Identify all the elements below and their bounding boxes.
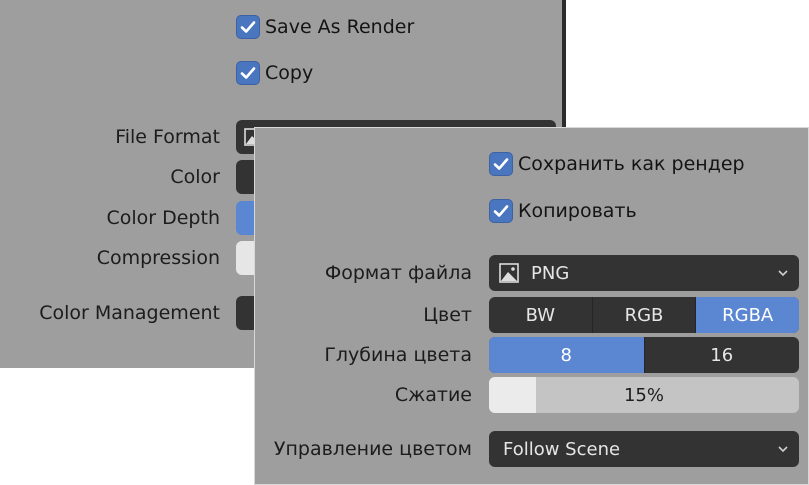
save-as-render-label: Сохранить как рендер <box>518 153 745 175</box>
copy-label: Copy <box>265 62 314 84</box>
checkmark-icon <box>493 205 509 217</box>
compression-label: Сжатие <box>394 384 472 406</box>
checkbox-checked[interactable] <box>236 15 260 39</box>
checkmark-icon <box>493 158 509 170</box>
chevron-down-icon <box>778 446 788 453</box>
color-depth-label: Глубина цвета <box>324 344 472 366</box>
checkbox-checked[interactable] <box>236 61 260 85</box>
properties-panel-russian: Сохранить как рендер Копировать Формат ф… <box>254 127 809 485</box>
chevron-down-icon <box>778 270 788 277</box>
checkbox-checked[interactable] <box>489 199 513 223</box>
copy-label: Копировать <box>518 200 637 222</box>
compression-slider-fill <box>489 377 536 413</box>
color-depth-option-16[interactable]: 16 <box>710 344 734 366</box>
color-label: Цвет <box>423 304 472 326</box>
checkmark-icon <box>240 21 256 33</box>
color-option-rgb[interactable]: RGB <box>593 297 697 333</box>
compression-value: 15% <box>623 384 664 406</box>
file-format-label: File Format <box>115 126 220 148</box>
color-mode-selector: BW RGB RGBA <box>489 297 799 333</box>
color-management-value: Follow Scene <box>503 438 621 460</box>
file-format-dropdown[interactable]: PNG <box>489 255 799 291</box>
save-as-render-checkbox-row[interactable]: Сохранить как рендер <box>489 152 745 176</box>
color-label: Color <box>170 166 220 188</box>
save-as-render-label: Save As Render <box>265 16 415 38</box>
color-depth-option-8[interactable]: 8 <box>489 337 645 373</box>
color-management-label: Управление цветом <box>273 438 472 460</box>
copy-checkbox-row[interactable]: Копировать <box>489 199 637 223</box>
color-option-rgba[interactable]: RGBA <box>696 297 799 333</box>
color-option-bw[interactable]: BW <box>489 297 593 333</box>
image-icon <box>499 263 519 283</box>
compression-slider[interactable]: 15% <box>489 377 799 413</box>
compression-label: Compression <box>96 247 220 269</box>
color-management-dropdown[interactable]: Follow Scene <box>489 431 799 467</box>
file-format-label: Формат файла <box>324 262 472 284</box>
file-format-value: PNG <box>531 262 570 284</box>
checkbox-checked[interactable] <box>489 152 513 176</box>
color-depth-label: Color Depth <box>106 207 220 229</box>
color-management-label: Color Management <box>39 302 220 324</box>
checkmark-icon <box>240 67 256 79</box>
color-depth-selector: 8 16 <box>489 337 799 373</box>
save-as-render-checkbox-row[interactable]: Save As Render <box>236 15 414 39</box>
copy-checkbox-row[interactable]: Copy <box>236 61 313 85</box>
